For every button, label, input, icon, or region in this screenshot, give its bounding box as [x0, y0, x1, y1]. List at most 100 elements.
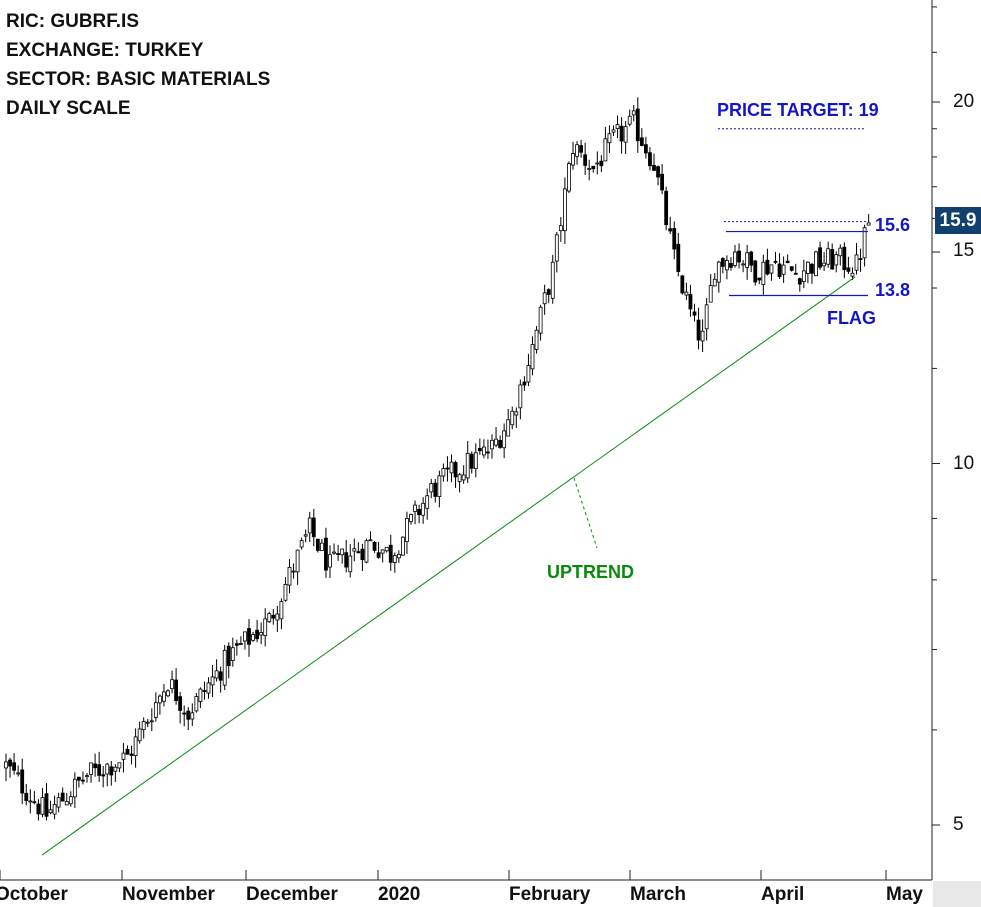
candle-body-down [635, 108, 640, 142]
candle [563, 177, 567, 244]
candle [465, 441, 470, 483]
candle-body-up [550, 261, 555, 299]
candle [830, 243, 835, 270]
candle-body-up [704, 304, 709, 330]
candle [757, 277, 762, 285]
candle [157, 694, 162, 715]
x-tick-label-march: March [630, 884, 686, 905]
candle-body-down [469, 453, 474, 469]
candle [546, 288, 551, 304]
candle-body-up [554, 234, 559, 262]
candle-body-up [214, 670, 219, 679]
candle-body-down [619, 125, 624, 142]
candle-body-up [287, 566, 292, 586]
candle-body-up [421, 502, 426, 516]
candle-body-down [36, 803, 41, 815]
candle-body-up [615, 124, 620, 129]
candle [486, 439, 490, 459]
candle-body-up [413, 504, 417, 512]
candle-body-up [149, 720, 154, 723]
candle [214, 659, 219, 682]
sector-label: SECTOR: BASIC MATERIALS [6, 69, 271, 90]
candle-body-up [52, 804, 57, 815]
candle [522, 376, 527, 391]
candle [453, 460, 458, 488]
candle-body-down [202, 690, 207, 692]
candle-body-up [190, 712, 195, 720]
candle-body-up [105, 763, 110, 775]
candle [769, 264, 774, 281]
candle-body-down [182, 712, 187, 715]
exchange-label: EXCHANGE: TURKEY [6, 40, 204, 61]
candle [846, 256, 851, 274]
candle [437, 470, 442, 508]
candle-body-down [486, 451, 490, 454]
candle-body-up [822, 262, 826, 267]
candle-body-up [725, 260, 729, 271]
candle [680, 274, 685, 295]
candle-body-down [672, 228, 677, 250]
candle [664, 186, 669, 231]
candle-body-up [429, 483, 434, 493]
candle [149, 708, 154, 731]
candle-body-up [153, 702, 158, 718]
candle [405, 511, 409, 554]
candle [238, 636, 243, 646]
candle-body-up [319, 542, 324, 551]
candle [587, 159, 592, 181]
candle [818, 241, 822, 270]
candle [174, 668, 179, 705]
candle [838, 244, 843, 266]
candle [97, 751, 102, 782]
candle [575, 141, 579, 165]
candle [93, 753, 97, 777]
candle-body-up [299, 540, 304, 548]
candle-body-up [708, 285, 713, 303]
candle-body-down [433, 482, 438, 497]
candle [457, 472, 462, 493]
candle [311, 508, 316, 547]
candle-body-down [360, 548, 365, 561]
candle [413, 500, 417, 525]
candle-body-up [405, 518, 409, 542]
candle-body-down [668, 228, 673, 232]
candle [40, 787, 45, 818]
candle-body-down [234, 643, 239, 646]
candle [291, 563, 296, 579]
candle-body-down [315, 538, 320, 551]
candle-body-up [259, 632, 264, 636]
candle [218, 666, 223, 693]
candle-body-up [303, 534, 308, 537]
candle [631, 104, 636, 122]
candle-body-down [356, 551, 361, 554]
candle-body-up [364, 540, 369, 563]
candle [441, 463, 446, 482]
axis-corner [933, 881, 981, 907]
candle [445, 456, 450, 482]
candle-body-up [85, 775, 89, 778]
candle [101, 765, 106, 788]
candle [518, 379, 523, 420]
candle [793, 263, 798, 275]
candle-body-up [56, 797, 61, 808]
candle [684, 282, 689, 300]
candle [429, 478, 434, 499]
candle-body-up [854, 254, 859, 271]
candle-body-down [445, 467, 450, 470]
candle-body-up [542, 292, 547, 305]
candle-body-down [692, 311, 697, 316]
candle [425, 488, 430, 520]
candle [603, 126, 608, 162]
candle-body-up [328, 554, 332, 568]
candle-body-up [826, 248, 831, 265]
candle [145, 719, 150, 728]
last-price-badge: 15.9 [935, 207, 981, 234]
candle [129, 745, 134, 765]
candle [44, 783, 49, 821]
candle-body-up [502, 430, 507, 449]
candle [113, 764, 118, 782]
candle [56, 792, 61, 813]
candle-body-up [481, 446, 486, 456]
candle-body-down [688, 294, 693, 310]
